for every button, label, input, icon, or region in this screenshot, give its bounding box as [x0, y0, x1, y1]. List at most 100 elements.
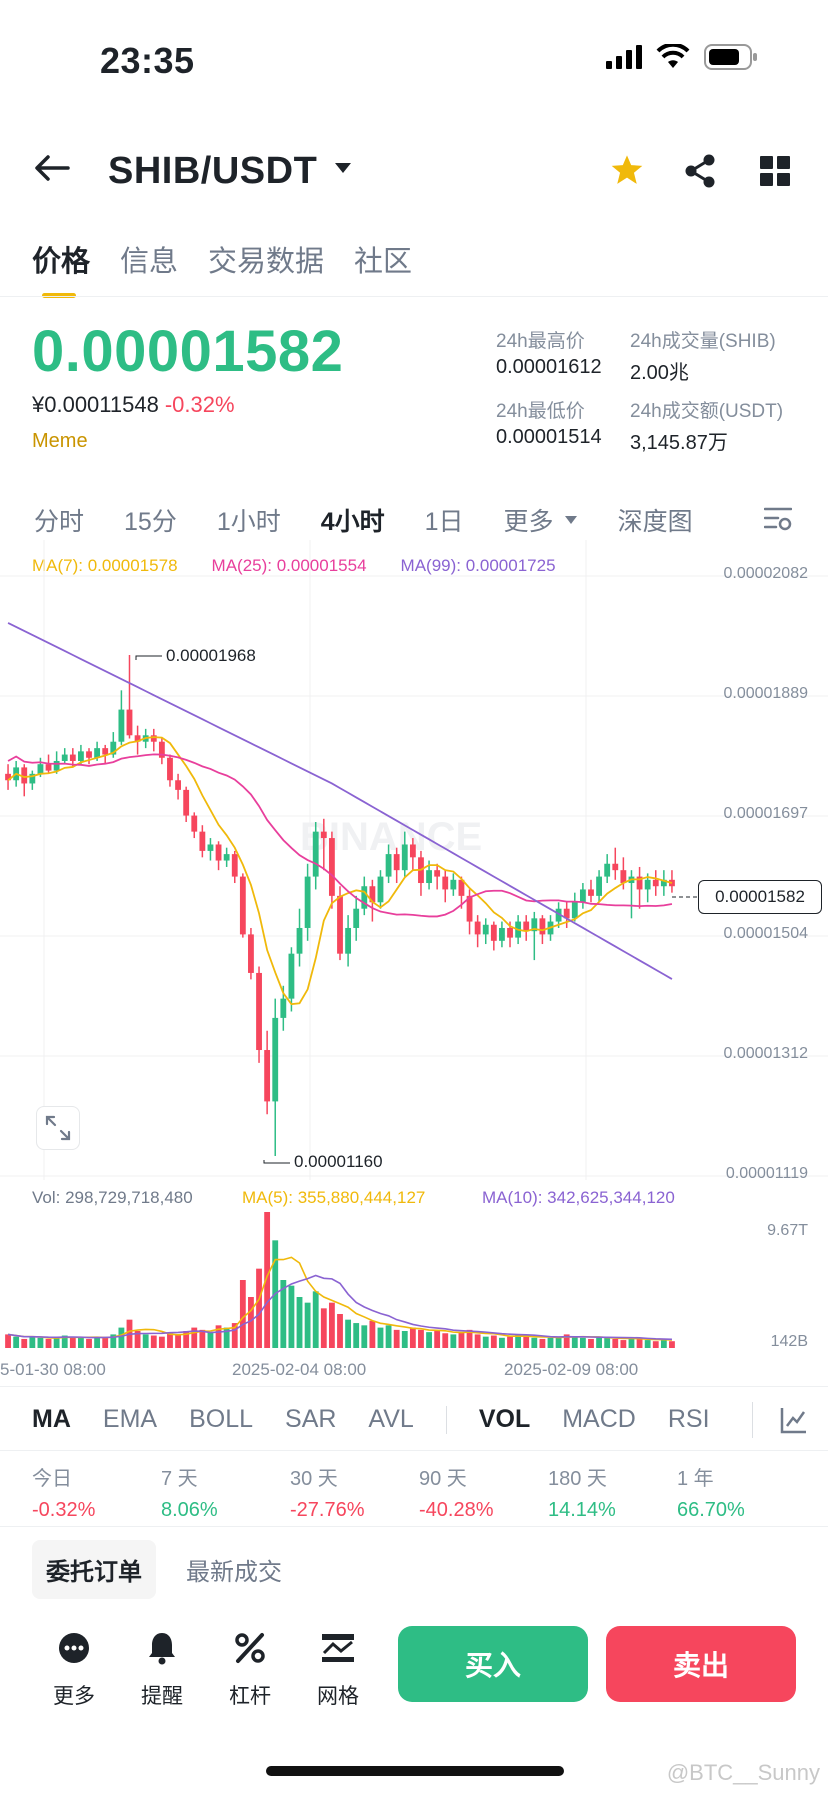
volume-bar: [94, 1336, 101, 1348]
volume-bar: [490, 1335, 497, 1348]
volume-bar: [21, 1338, 28, 1348]
chart-settings-icon[interactable]: [764, 506, 792, 532]
status-time: 23:35: [100, 40, 195, 81]
tab-price[interactable]: 价格: [32, 238, 90, 298]
volume-bar: [256, 1268, 262, 1348]
grid-action[interactable]: 网格: [298, 1628, 378, 1710]
back-arrow-icon[interactable]: [34, 154, 70, 182]
interval-1h[interactable]: 1小时: [216, 508, 281, 536]
candle-body: [644, 879, 651, 890]
price-cny-row: ¥0.00011548 -0.32%: [32, 392, 235, 418]
candle-body: [507, 927, 513, 938]
grid-layout-icon[interactable]: [760, 156, 790, 186]
candle-body: [167, 757, 173, 781]
category-tag[interactable]: Meme: [32, 430, 88, 452]
candle-body: [264, 1050, 271, 1102]
amount-value: 3,145.87万: [630, 432, 728, 454]
perf-value: 14.14%: [548, 1499, 616, 1521]
indicator-vol[interactable]: VOL: [478, 1405, 531, 1433]
more-action[interactable]: 更多: [34, 1628, 114, 1710]
pair-title[interactable]: SHIB/USDT: [108, 150, 318, 192]
interval-bar: 分时 15分 1小时 4小时 1日 更多 深度图: [34, 502, 693, 538]
candle-body: [434, 870, 441, 877]
indicator-boll[interactable]: BOLL: [189, 1405, 254, 1433]
volume-bar: [579, 1337, 586, 1348]
candle-body: [280, 998, 287, 1018]
volume-bar: [118, 1327, 125, 1348]
volume-bar: [142, 1334, 149, 1348]
volume-bar: [353, 1323, 360, 1348]
indicator-avl[interactable]: AVL: [368, 1405, 414, 1433]
indicator-ema[interactable]: EMA: [102, 1405, 158, 1433]
volume-value: 2.00兆: [630, 362, 689, 384]
candle-body: [596, 876, 602, 896]
caret-down-icon[interactable]: [334, 162, 352, 174]
alert-action[interactable]: 提醒: [122, 1628, 202, 1710]
candle-body: [345, 927, 352, 954]
volume-bar: [377, 1327, 384, 1348]
candle-body: [134, 735, 141, 742]
indicator-sar[interactable]: SAR: [285, 1405, 337, 1433]
favorite-star-icon[interactable]: [610, 154, 644, 186]
volume-bar: [5, 1334, 11, 1348]
interval-1d[interactable]: 1日: [424, 508, 464, 536]
high-value: 0.00001612: [496, 356, 602, 378]
amount-label: 24h成交额(USDT): [630, 401, 784, 422]
leverage-label: 杠杆: [229, 1685, 271, 1708]
volume-bar: [466, 1329, 473, 1348]
candle-body: [353, 908, 360, 928]
interval-timeline[interactable]: 分时: [34, 508, 85, 536]
volume-bar: [337, 1314, 343, 1348]
tab-info[interactable]: 信息: [120, 246, 179, 278]
expand-icon: [45, 1115, 71, 1141]
alert-label: 提醒: [141, 1685, 183, 1708]
candle-body: [466, 895, 473, 922]
sell-button[interactable]: 卖出: [606, 1626, 796, 1702]
volume-bar: [13, 1336, 20, 1348]
tab-trading-data[interactable]: 交易数据: [208, 246, 325, 278]
volume-bar: [660, 1340, 667, 1348]
perf-value: -27.76%: [290, 1499, 365, 1521]
tab-open-orders[interactable]: 委托订单: [32, 1540, 156, 1599]
indicator-rsi[interactable]: RSI: [667, 1405, 710, 1433]
indicator-macd[interactable]: MACD: [562, 1405, 636, 1433]
interval-more[interactable]: 更多: [504, 502, 578, 538]
volume-axis-bottom: 142B: [770, 1333, 808, 1350]
volume-bar: [134, 1331, 141, 1348]
indicator-settings-icon[interactable]: [780, 1406, 808, 1434]
brand-watermark: BINANCE: [300, 815, 482, 859]
volume-bar: [86, 1338, 92, 1348]
order-tabs: 委托订单 最新成交: [32, 1540, 296, 1599]
candle-body: [94, 748, 101, 758]
candle-body: [377, 876, 384, 903]
grid-trading-icon: [322, 1634, 354, 1662]
perf-7d: 7 天 8.06%: [161, 1462, 290, 1522]
candle-body: [118, 709, 125, 742]
volume-bar: [280, 1280, 287, 1348]
price-axis-label: 0.00001119: [725, 1165, 808, 1182]
price-change: -0.32%: [164, 392, 235, 417]
volume-bar: [61, 1335, 68, 1348]
last-price: 0.00001582: [32, 319, 344, 384]
volume-bar: [328, 1302, 335, 1348]
candle-body: [490, 924, 497, 941]
interval-15m[interactable]: 15分: [124, 508, 177, 536]
volume-bar: [563, 1334, 570, 1348]
candle-body: [5, 773, 11, 781]
candlestick-chart[interactable]: BINANCE: [0, 540, 828, 1180]
candle-body: [53, 760, 60, 771]
interval-4h[interactable]: 4小时: [320, 508, 385, 536]
interval-depth[interactable]: 深度图: [617, 508, 693, 536]
share-icon[interactable]: [684, 154, 716, 188]
buy-button[interactable]: 买入: [398, 1626, 588, 1702]
perf-divider: [0, 1526, 828, 1527]
leverage-action[interactable]: 杠杆: [210, 1628, 290, 1710]
volume-bar: [215, 1325, 222, 1348]
volume-bar: [361, 1325, 368, 1348]
candle-body: [369, 886, 376, 903]
indicator-tabs: MA EMA BOLL SAR AVL VOL MACD RSI: [32, 1405, 710, 1434]
tab-community[interactable]: 社区: [354, 246, 413, 278]
tab-latest-trades[interactable]: 最新成交: [186, 1559, 282, 1586]
indicator-ma[interactable]: MA: [32, 1405, 71, 1433]
expand-chart-button[interactable]: [36, 1106, 80, 1150]
